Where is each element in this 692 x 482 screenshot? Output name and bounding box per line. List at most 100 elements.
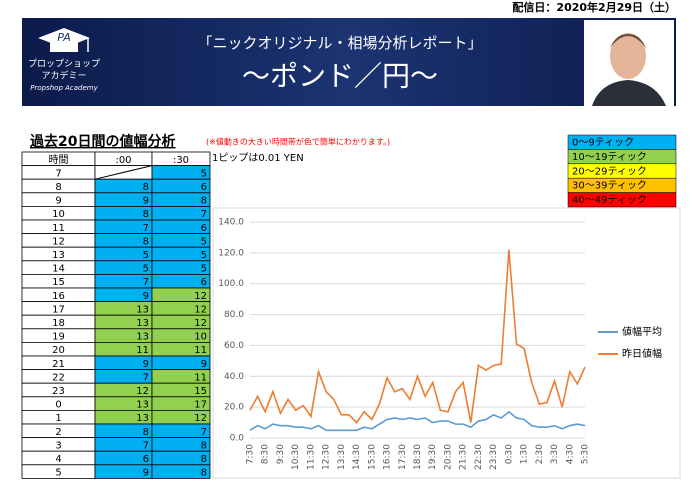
cell-value: 12: [194, 318, 207, 329]
hour: 0: [55, 400, 61, 411]
cell-value: 8: [201, 454, 207, 465]
hour: 3: [55, 440, 61, 451]
x-tick-label: 3:30: [550, 444, 560, 464]
cell-value: 8: [201, 440, 207, 451]
cell-value: 7: [143, 440, 149, 451]
cell-value: 5: [201, 250, 207, 261]
legend-label: 40～49ティック: [572, 194, 647, 206]
cell-value: 13: [136, 304, 149, 315]
legend-label: 0～9ティック: [572, 137, 634, 149]
hour: 21: [52, 359, 65, 370]
cell-value: 8: [143, 209, 149, 220]
cell-value: 5: [201, 236, 207, 247]
banner-title: 「ニックオリジナル・相場分析レポート」: [197, 34, 482, 52]
hour: 10: [52, 209, 65, 220]
cell-value: 8: [143, 236, 149, 247]
hour: 18: [52, 318, 65, 329]
hour: 4: [55, 454, 61, 465]
cell: [151, 464, 211, 479]
logo: PA プロップショップ アカデミー Propshop Academy: [28, 28, 100, 92]
x-tick-label: 16:30: [383, 444, 393, 470]
cell-value: 12: [136, 386, 149, 397]
hour: 17: [52, 304, 65, 315]
cell-value: 17: [194, 400, 207, 411]
cell-value: 5: [201, 168, 207, 179]
column-header: 時間: [49, 154, 69, 166]
cell-value: 15: [194, 386, 207, 397]
note: (※値動きの大きい時間帯が色で簡単にわかります。): [206, 137, 390, 147]
cell-value: 5: [201, 264, 207, 275]
cell-value: 6: [201, 277, 207, 288]
x-tick-label: 10:30: [291, 444, 301, 470]
y-tick-label: 40.0: [224, 372, 244, 382]
y-tick-label: 80.0: [224, 310, 244, 320]
y-tick-label: 140.0: [218, 218, 244, 228]
x-tick-label: 0:30: [504, 444, 514, 464]
y-tick-label: 100.0: [218, 279, 244, 289]
cell-value: 11: [136, 345, 149, 356]
hour: 23: [52, 386, 65, 397]
x-tick-label: 21:30: [459, 444, 469, 470]
cell-value: 9: [143, 291, 149, 302]
x-tick-label: 5:30: [581, 444, 591, 464]
date: 配信日：2020年2月29日（土）: [512, 0, 676, 14]
report-title: 過去20日間の値幅分析: [29, 133, 175, 150]
legend-label: 値幅平均: [622, 325, 662, 338]
chart: 0.0 20.0 40.0 60.0 80.0 100.0 120.0 140.0 7:30 8:…: [218, 218, 662, 470]
x-tick-label: 4:30: [565, 444, 575, 464]
hour: 16: [52, 291, 65, 302]
cell-value: 9: [201, 359, 207, 370]
photo: [584, 20, 674, 106]
cell-value: 5: [143, 264, 149, 275]
cell-value: 6: [201, 223, 207, 234]
x-tick-label: 18:30: [413, 444, 423, 470]
color-legend: 0～9ティック 10～19ティック 20～29ティック 30～39ティック 40～49テ…: [567, 134, 677, 208]
cell-value: 12: [194, 304, 207, 315]
cell-value: 9: [143, 468, 149, 479]
hour: 15: [52, 277, 65, 288]
hour: 5: [55, 468, 61, 479]
x-tick-label: 19:30: [428, 444, 438, 470]
hour: 13: [52, 250, 65, 261]
hour: 8: [55, 182, 61, 193]
legend-label: 10～19ティック: [572, 151, 647, 163]
x-tick-label: 22:30: [474, 444, 484, 470]
series-line: [249, 249, 586, 424]
cell-value: 12: [194, 291, 207, 302]
hour: 7: [55, 168, 61, 179]
x-tick-label: 20:30: [443, 444, 453, 470]
legend-label: 20～29ティック: [572, 165, 647, 177]
legend-swatch: [567, 192, 677, 208]
y-tick-label: 120.0: [218, 248, 244, 258]
hour: 9: [55, 196, 61, 207]
x-tick-label: 1:30: [520, 444, 530, 464]
x-tick-label: 17:30: [398, 444, 408, 470]
x-tick-label: 2:30: [535, 444, 545, 464]
x-tick-label: 7:30: [246, 444, 256, 464]
logo-sub: Propshop Academy: [30, 84, 98, 92]
x-tick-label: 8:30: [261, 444, 271, 464]
x-tick-label: 14:30: [352, 444, 362, 470]
x-tick-label: 15:30: [367, 444, 377, 470]
hour: 22: [52, 372, 65, 383]
cell-value: 12: [194, 413, 207, 424]
y-tick-label: 0.0: [230, 434, 245, 444]
cell-value: 6: [201, 182, 207, 193]
x-tick-label: 9:30: [276, 444, 286, 464]
cell-value: 8: [143, 182, 149, 193]
hour: 11: [52, 223, 65, 234]
cell-value: 13: [136, 332, 149, 343]
banner-subtitle: ～ポンド／円～: [242, 60, 438, 93]
x-tick-label: 23:30: [489, 444, 499, 470]
cell-value: 8: [201, 196, 207, 207]
cell-value: 13: [136, 413, 149, 424]
legend-label: 30～39ティック: [572, 180, 647, 192]
cell-value: 7: [201, 209, 207, 220]
empty-diagonal: [94, 165, 153, 180]
column-header: :00: [115, 155, 131, 166]
cell-value: 9: [143, 196, 149, 207]
x-tick-label: 13:30: [337, 444, 347, 470]
logo-text: プロップショップ: [28, 59, 100, 70]
cell-value: 8: [201, 468, 207, 479]
series-line: [249, 410, 586, 432]
